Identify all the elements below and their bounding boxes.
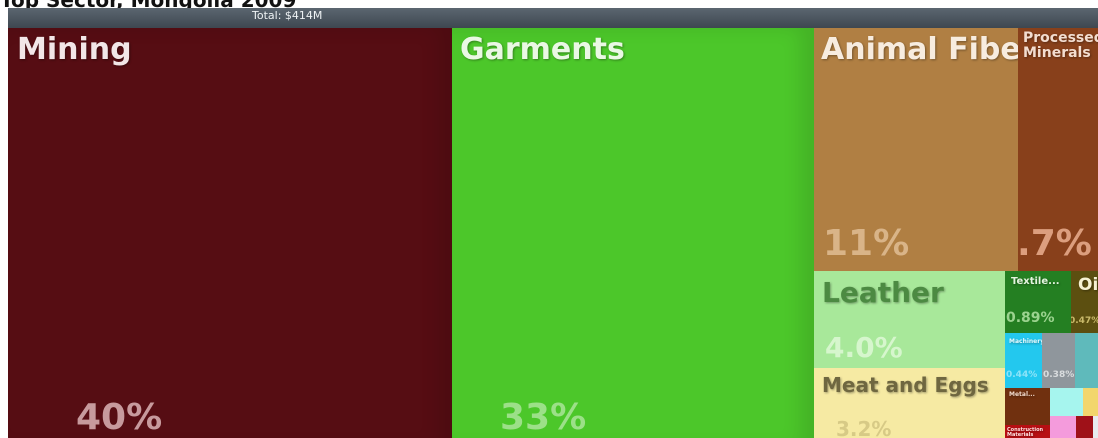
tile-label: Leather <box>822 276 944 309</box>
tile-label: Machinery <box>1009 338 1042 345</box>
treemap-tile-leather[interactable]: Leather 4.0% <box>814 271 1005 368</box>
tile-label: Animal Fibers <box>821 32 1018 67</box>
treemap-tile-processed-minerals[interactable]: Processed Minerals 4.7% <box>1018 28 1098 271</box>
treemap-tile-metal[interactable]: Metal... <box>1005 388 1050 425</box>
treemap-tile-meat-and-eggs[interactable]: Meat and Eggs 3.2% <box>814 368 1005 438</box>
tile-label: Garments <box>460 32 625 67</box>
treemap-tile-tile-17[interactable] <box>1093 416 1098 438</box>
treemap-tile-tile-16[interactable] <box>1076 416 1093 438</box>
treemap-tile-oi[interactable]: Oi 0.47% <box>1071 271 1098 333</box>
treemap-tile-construction-materials[interactable]: Construction Materials <box>1005 425 1050 438</box>
tile-share: 33% <box>500 397 587 438</box>
treemap-tile-mining[interactable]: Mining 40% <box>8 28 452 438</box>
tile-share: 0.89% <box>1006 310 1055 326</box>
tile-label: Metal... <box>1009 391 1035 398</box>
treemap-tile-textile[interactable]: Textile... 0.89% <box>1005 271 1071 333</box>
tile-share: 0.47% <box>1071 316 1098 326</box>
tile-share: 0.44% <box>1006 370 1038 380</box>
treemap-tile-machinery[interactable]: Machinery 0.44% <box>1005 333 1042 388</box>
tile-share: 11% <box>823 223 910 264</box>
treemap-tile-tile-9[interactable]: 0.38% <box>1042 333 1075 388</box>
tile-label: Oi <box>1078 275 1098 295</box>
tile-label: Construction Materials <box>1007 427 1044 438</box>
tile-share: 3.2% <box>836 417 892 438</box>
tile-share: 4.0% <box>825 331 903 364</box>
tile-label: Textile... <box>1011 276 1060 287</box>
tile-label: Processed Minerals <box>1023 30 1098 61</box>
treemap-tile-tile-14[interactable] <box>1083 388 1098 416</box>
tile-label: Mining <box>17 32 132 67</box>
total-label: Total: $414M <box>252 9 323 22</box>
tile-share: 0.38% <box>1043 370 1075 380</box>
total-bar: Total: $414M <box>8 8 1098 28</box>
tile-share: 40% <box>76 397 163 438</box>
treemap-tile-tile-13[interactable] <box>1050 388 1083 416</box>
tile-share: 4.7% <box>1018 223 1092 264</box>
treemap-tile-garments[interactable]: Garments 33% <box>452 28 814 438</box>
tile-label: Meat and Eggs <box>822 373 989 397</box>
treemap-tile-tile-10[interactable] <box>1075 333 1098 388</box>
treemap-tile-animal-fibers[interactable]: Animal Fibers 11% <box>814 28 1018 271</box>
treemap-tile-tile-15[interactable] <box>1050 416 1076 438</box>
